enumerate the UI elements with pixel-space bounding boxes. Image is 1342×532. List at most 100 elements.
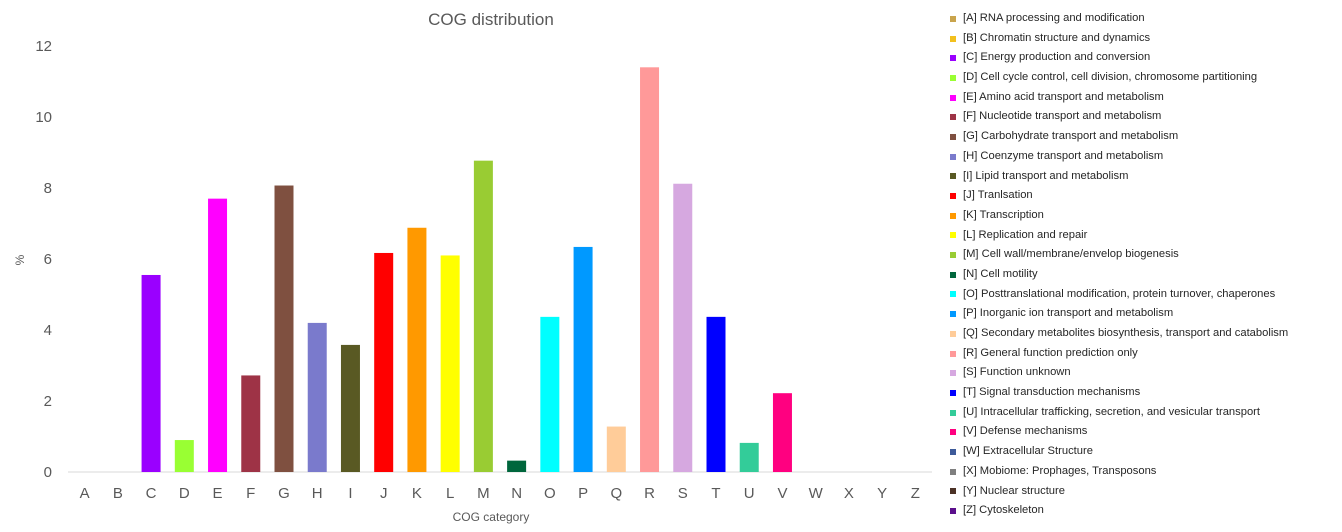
- bar-c: [141, 274, 161, 472]
- bar-k: [407, 227, 427, 472]
- x-tick-label: J: [380, 485, 388, 502]
- legend-item: [A] RNA processing and modification: [946, 9, 1338, 29]
- legend-swatch: [950, 370, 956, 377]
- x-tick-label: U: [744, 485, 755, 502]
- bar-p: [573, 246, 593, 472]
- legend-swatch: [950, 114, 956, 121]
- bar-s: [673, 183, 693, 473]
- legend-item: [W] Extracellular Structure: [946, 442, 1338, 462]
- legend-swatch: [950, 55, 956, 62]
- legend-item: [S] Function unknown: [946, 363, 1338, 383]
- legend-item: [N] Cell motility: [946, 265, 1338, 285]
- x-tick-label: L: [446, 485, 454, 502]
- legend-item: [R] General function prediction only: [946, 344, 1338, 364]
- legend-swatch: [950, 468, 956, 475]
- x-tick-label: V: [777, 485, 787, 502]
- bar-u: [739, 442, 759, 472]
- bar-r: [640, 67, 660, 473]
- legend-item: [H] Coenzyme transport and metabolism: [946, 147, 1338, 167]
- bar-g: [274, 185, 294, 472]
- legend-swatch: [950, 488, 956, 495]
- x-tick-label: Q: [610, 485, 622, 502]
- legend-swatch: [950, 212, 956, 219]
- legend-swatch: [950, 252, 956, 259]
- legend-swatch: [950, 448, 956, 455]
- x-tick-label: H: [312, 485, 323, 502]
- legend-item: [M] Cell wall/membrane/envelop biogenesi…: [946, 245, 1338, 265]
- legend-label: [V] Defense mechanisms: [963, 425, 1088, 438]
- legend: [A] RNA processing and modification [B] C…: [946, 9, 1338, 521]
- y-axis-title: %: [13, 254, 27, 265]
- bar-t: [706, 316, 726, 472]
- legend-item: [J] Tranlsation: [946, 186, 1338, 206]
- legend-swatch: [950, 350, 956, 357]
- bar-j: [374, 252, 394, 472]
- x-tick-label: I: [348, 485, 352, 502]
- legend-label: [Q] Secondary metabolites biosynthesis, …: [963, 327, 1289, 339]
- legend-item: [L] Replication and repair: [946, 226, 1338, 246]
- legend-label: [L] Replication and repair: [963, 228, 1088, 241]
- y-tick-label: 2: [44, 393, 52, 410]
- legend-swatch: [950, 271, 956, 278]
- legend-label: [G] Carbohydrate transport and metabolis…: [963, 130, 1179, 143]
- legend-swatch: [950, 311, 956, 318]
- legend-swatch: [950, 232, 956, 239]
- legend-item: [F] Nucleotide transport and metabolism: [946, 107, 1338, 127]
- x-tick-label: G: [278, 485, 290, 502]
- legend-label: [O] Posttranslational modification, prot…: [963, 287, 1276, 300]
- x-axis-title: COG category: [453, 510, 530, 524]
- legend-swatch: [950, 133, 956, 140]
- x-tick-label: C: [146, 485, 157, 502]
- legend-item: [Y] Nuclear structure: [946, 482, 1338, 502]
- bar-l: [440, 255, 460, 472]
- x-tick-label: B: [113, 485, 123, 502]
- legend-label: [X] Mobiome: Prophages, Transposons: [963, 464, 1157, 477]
- legend-swatch: [950, 409, 956, 416]
- legend-swatch: [950, 35, 956, 42]
- x-tick-label: R: [644, 485, 655, 502]
- legend-label: [S] Function unknown: [963, 366, 1071, 379]
- legend-item: [E] Amino acid transport and metabolism: [946, 88, 1338, 108]
- legend-label: [E] Amino acid transport and metabolism: [963, 90, 1164, 103]
- y-tick-label: 10: [35, 109, 52, 126]
- legend-label: [C] Energy production and conversion: [963, 51, 1151, 64]
- legend-label: [I] Lipid transport and metabolism: [963, 169, 1129, 182]
- x-tick-label: P: [578, 485, 588, 502]
- bar-v: [772, 393, 792, 472]
- legend-swatch: [950, 330, 956, 337]
- legend-item: [D] Cell cycle control, cell division, c…: [946, 68, 1338, 88]
- legend-label: [D] Cell cycle control, cell division, c…: [963, 71, 1258, 84]
- x-tick-label: Z: [911, 485, 920, 502]
- legend-swatch: [950, 173, 956, 180]
- legend-label: [W] Extracellular Structure: [963, 445, 1093, 458]
- legend-swatch: [950, 94, 956, 101]
- legend-item: [C] Energy production and conversion: [946, 48, 1338, 68]
- legend-label: [Y] Nuclear structure: [963, 484, 1065, 497]
- legend-label: [F] Nucleotide transport and metabolism: [963, 110, 1162, 123]
- x-tick-label: F: [246, 485, 255, 502]
- y-tick-label: 0: [44, 464, 52, 481]
- legend-swatch: [950, 193, 956, 200]
- legend-label: [B] Chromatin structure and dynamics: [963, 31, 1151, 44]
- y-tick-label: 6: [44, 251, 52, 268]
- legend-swatch: [950, 508, 956, 515]
- chart-title: COG distribution: [428, 10, 554, 29]
- legend-item: [T] Signal transduction mechanisms: [946, 383, 1338, 403]
- legend-item: [Q] Secondary metabolites biosynthesis, …: [946, 324, 1338, 344]
- x-tick-label: W: [809, 485, 824, 502]
- legend-item: [I] Lipid transport and metabolism: [946, 167, 1338, 187]
- bar-series: [141, 67, 792, 473]
- legend-label: [H] Coenzyme transport and metabolism: [963, 149, 1164, 162]
- legend-swatch: [950, 153, 956, 160]
- legend-item: [X] Mobiome: Prophages, Transposons: [946, 462, 1338, 482]
- bar-m: [473, 160, 493, 473]
- bar-f: [241, 375, 261, 472]
- legend-swatch: [950, 291, 956, 298]
- legend-swatch: [950, 74, 956, 81]
- x-tick-label: M: [477, 485, 490, 502]
- x-tick-label: T: [711, 485, 720, 502]
- x-tick-label: K: [412, 485, 422, 502]
- x-tick-label: Y: [877, 485, 887, 502]
- x-tick-labels: A B C D E F G H I J K L M N O P Q R S T U V W X Y Z: [80, 485, 920, 502]
- legend-label: [A] RNA processing and modification: [963, 12, 1145, 24]
